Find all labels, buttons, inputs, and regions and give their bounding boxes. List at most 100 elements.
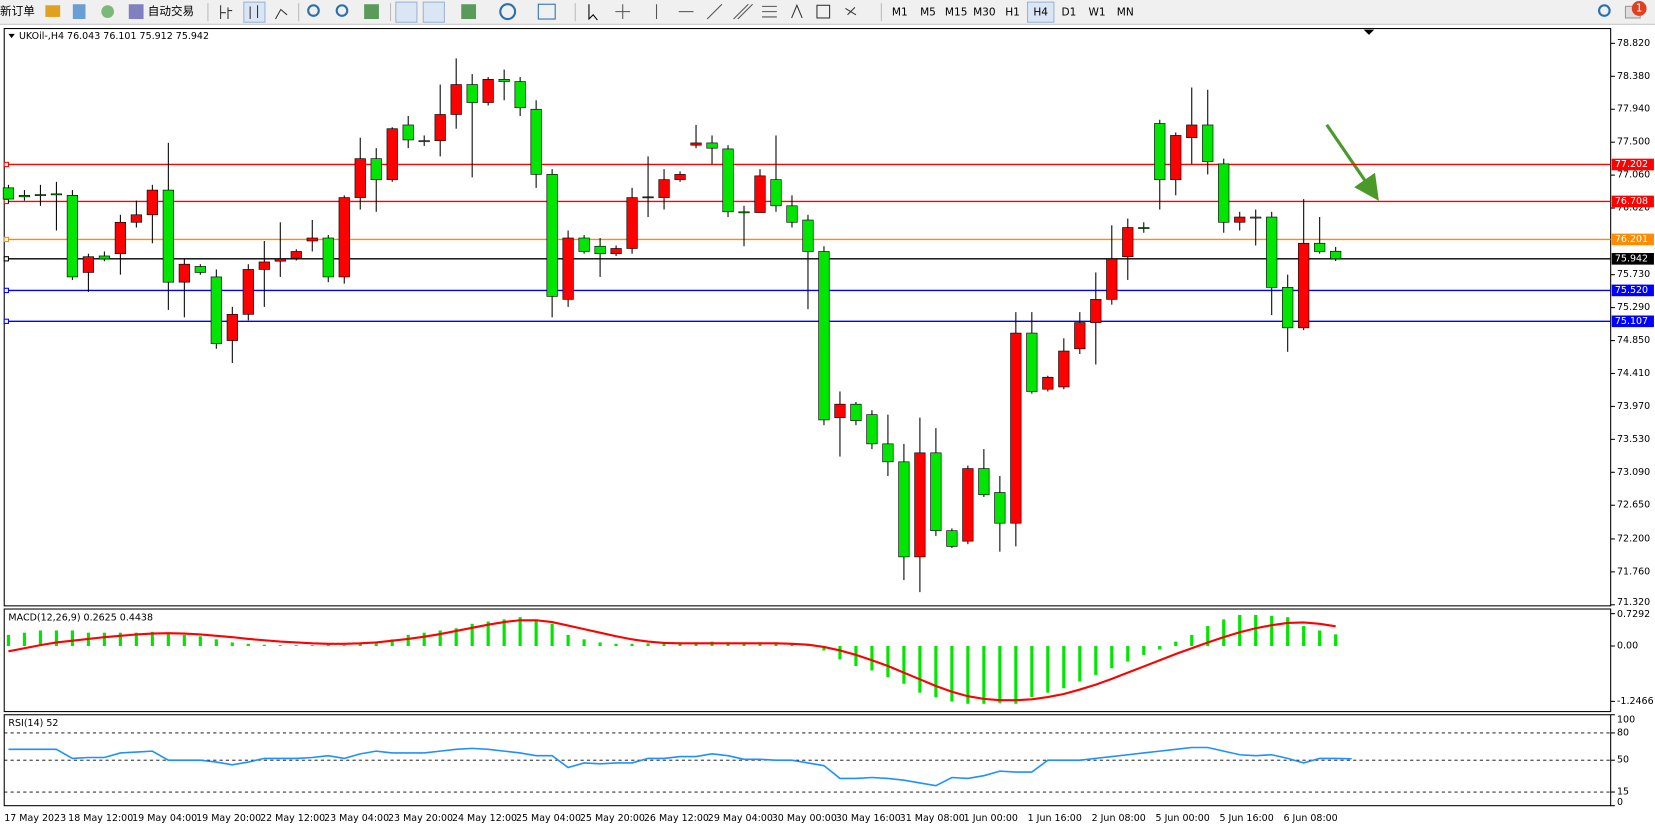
chart-shift-button[interactable]	[422, 1, 445, 23]
macd-bar	[1206, 626, 1210, 647]
icon-button[interactable]	[45, 5, 61, 17]
price-label-box	[1611, 158, 1654, 171]
y-tick-label: 71.320	[1617, 597, 1650, 608]
autoscroll-button[interactable]	[395, 1, 418, 23]
x-tick-label: 5 Jun 00:00	[1156, 813, 1210, 824]
timeframe-label[interactable]: H4	[1033, 7, 1048, 19]
macd-bar	[534, 619, 538, 647]
templates-button[interactable]	[537, 3, 556, 20]
price-label: 76.708	[1615, 196, 1648, 207]
line-handle	[3, 198, 9, 205]
candle-body	[1250, 216, 1262, 219]
fibo-button[interactable]	[762, 5, 777, 18]
timeframe-label[interactable]: M1	[892, 7, 908, 19]
candle-body	[946, 530, 958, 547]
line-handle	[3, 236, 9, 243]
macd-bar	[1030, 646, 1034, 698]
notification-badge[interactable]	[1631, 1, 1647, 16]
price-label-box	[1611, 252, 1654, 265]
macd-bar	[822, 646, 826, 651]
toolbar-bg	[0, 0, 1655, 25]
arrows-button[interactable]	[845, 7, 857, 16]
timeframe-button[interactable]	[1026, 1, 1055, 23]
candle-body	[818, 251, 830, 421]
timeframe-label[interactable]: H1	[1005, 7, 1020, 19]
y-tick-label: 0	[1617, 797, 1623, 808]
candle-body	[322, 237, 334, 278]
candle-body	[1330, 250, 1342, 260]
icon-button[interactable]	[72, 4, 86, 20]
macd-bar	[214, 639, 218, 647]
indicators-button[interactable]	[461, 4, 477, 20]
candle-body	[418, 140, 430, 143]
macd-bar	[742, 643, 746, 647]
x-tick-label: 25 May 20:00	[580, 813, 645, 824]
macd-bar	[198, 636, 202, 647]
new-order-button[interactable]: 新订单	[0, 4, 35, 18]
candle-body	[258, 261, 270, 270]
candle-body	[962, 468, 974, 542]
channel-button[interactable]	[733, 3, 753, 20]
macd-panel	[3, 608, 1612, 713]
candle-body	[706, 142, 718, 149]
annotation-arrow	[1325, 123, 1379, 201]
candle-body	[1154, 123, 1166, 180]
candle-body	[770, 179, 782, 207]
line-chart-button[interactable]	[275, 8, 288, 20]
candle-body	[338, 197, 350, 278]
timeframe-label[interactable]: M30	[973, 7, 996, 19]
zoom-in-button[interactable]	[307, 4, 320, 17]
candle-body	[498, 78, 510, 82]
last-low: 75.912	[140, 30, 173, 41]
search-button[interactable]	[1598, 4, 1611, 17]
macd-bar	[294, 645, 298, 647]
candle-body	[1074, 322, 1086, 350]
candle-body	[1090, 299, 1102, 323]
candle-body	[530, 108, 542, 175]
macd-bar	[502, 619, 506, 647]
x-tick-label: 6 Jun 08:00	[1283, 813, 1337, 824]
macd-bar	[1286, 617, 1290, 647]
timeframe-label[interactable]: MN	[1117, 7, 1134, 19]
bar-chart-button[interactable]	[220, 5, 233, 20]
macd-bar	[118, 632, 122, 647]
macd-bar	[614, 643, 618, 647]
candle-body	[1026, 332, 1038, 392]
auto-trading-icon[interactable]	[128, 4, 144, 20]
zoom-out-button[interactable]	[335, 4, 349, 17]
text-button[interactable]	[791, 3, 803, 19]
macd-bar	[1190, 634, 1194, 647]
candle-body	[642, 196, 654, 199]
macd-bar	[518, 617, 522, 647]
candle-body	[658, 179, 670, 198]
candle-body	[978, 468, 990, 496]
timeframe-label[interactable]: M5	[920, 7, 936, 19]
macd-bar	[646, 643, 650, 647]
auto-trading-button[interactable]: 自动交易	[148, 4, 194, 18]
cursor-button[interactable]	[588, 4, 598, 21]
timeframe-label[interactable]: D1	[1061, 7, 1076, 19]
macd-bar	[870, 646, 874, 671]
candle-body	[290, 251, 302, 259]
candle-body	[546, 174, 558, 297]
macd-bar	[1078, 646, 1082, 682]
macd-bar	[246, 643, 250, 647]
tile-button[interactable]	[364, 4, 379, 20]
candle-body	[146, 189, 158, 216]
y-tick-label: 71.760	[1617, 566, 1650, 577]
timeframe-label[interactable]: W1	[1089, 7, 1106, 19]
candle-body	[802, 219, 814, 252]
macd-bar	[438, 630, 442, 647]
trendline-button[interactable]	[706, 3, 723, 20]
crosshair-button[interactable]	[615, 4, 631, 20]
macd-bar	[982, 646, 986, 704]
x-tick-label: 19 May 20:00	[196, 813, 261, 824]
label-button[interactable]	[816, 4, 831, 19]
candle-chart-button[interactable]	[243, 1, 266, 23]
icon-button[interactable]	[101, 5, 114, 18]
candle-body	[1042, 376, 1054, 390]
timeframe-label[interactable]: M15	[945, 7, 968, 19]
periods-button[interactable]	[499, 3, 517, 21]
y-tick-label: 77.500	[1617, 137, 1650, 148]
last-open: 76.043	[67, 30, 100, 41]
